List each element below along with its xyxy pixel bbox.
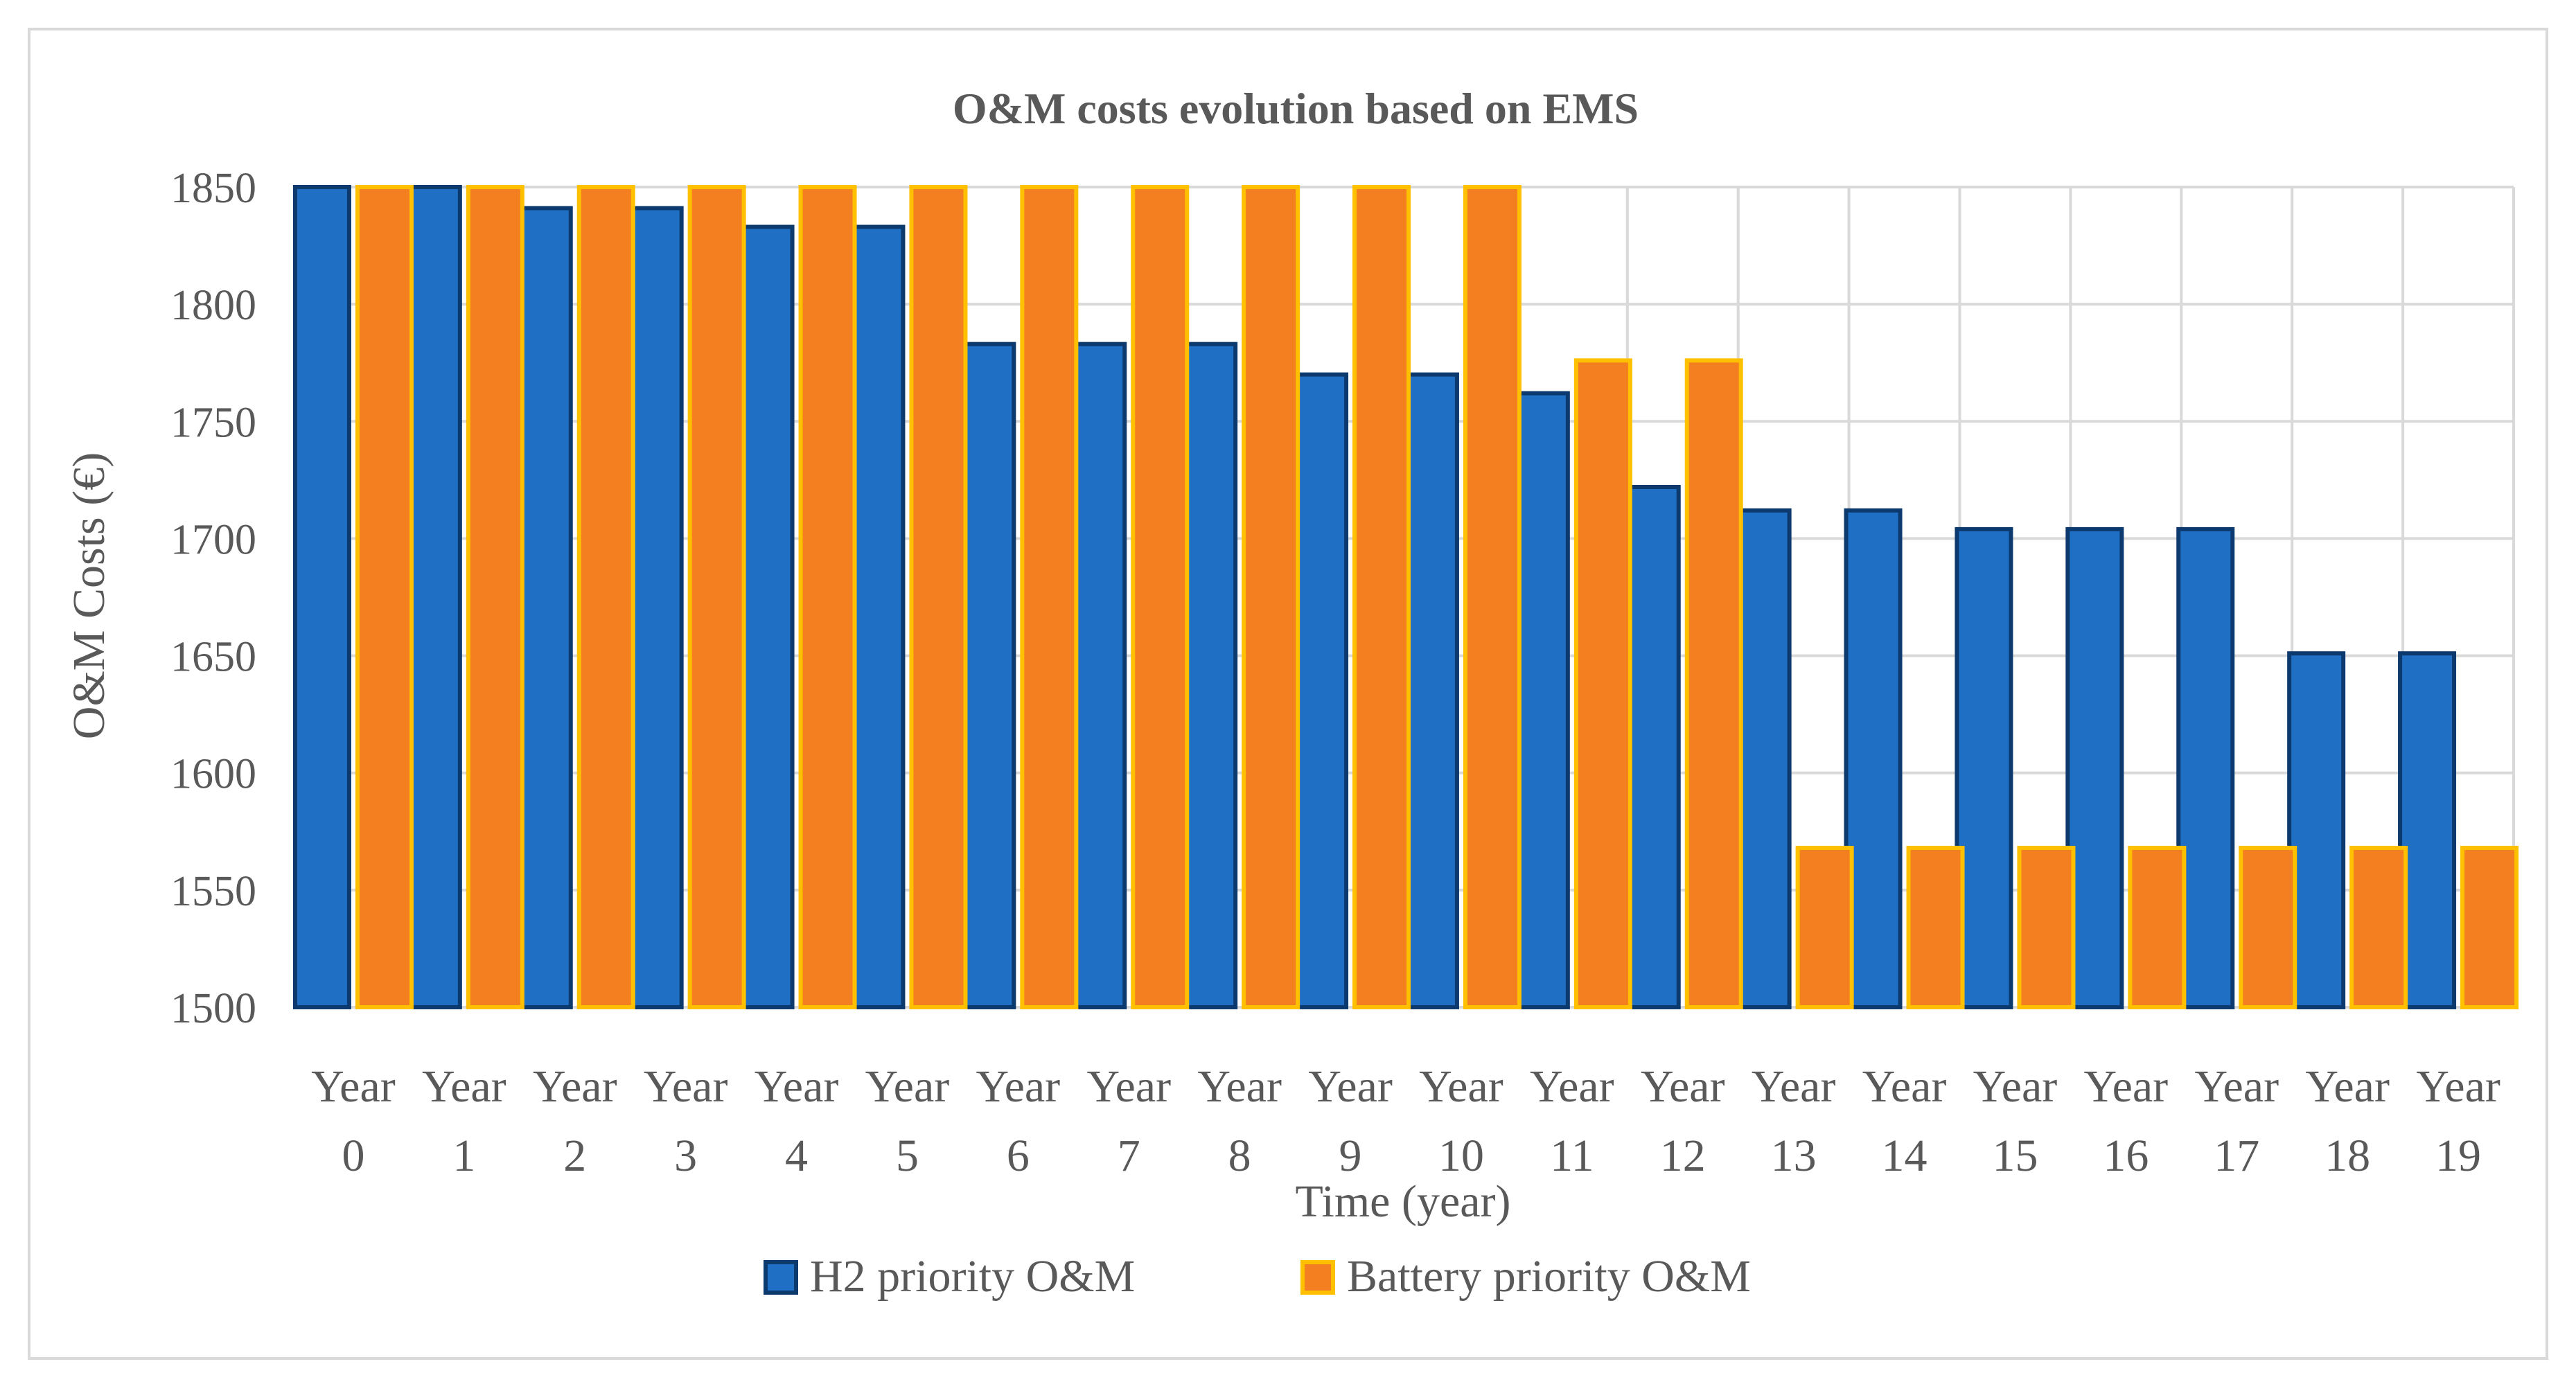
y-tick-label-3: 1650 (170, 634, 256, 681)
x-tick-label-16: Year 16 (2084, 1061, 2169, 1181)
x-tick-label-4: Year 4 (755, 1061, 839, 1181)
bar-series1-12 (1684, 358, 1743, 1009)
bar-series0-18 (2287, 651, 2346, 1010)
x-tick-label-8: Year 8 (1197, 1061, 1282, 1181)
bar-series0-5 (847, 224, 906, 1010)
bar-series1-1 (466, 185, 524, 1009)
bar-series1-9 (1352, 185, 1411, 1009)
bar-series0-10 (1400, 372, 1459, 1009)
x-axis-label: Time (year) (1296, 1176, 1511, 1227)
legend-label-0: H2 priority O&M (810, 1251, 1135, 1302)
bar-series0-6 (958, 342, 1016, 1009)
bar-series0-3 (625, 206, 684, 1010)
y-tick-label-5: 1750 (170, 399, 256, 446)
bar-series0-15 (1955, 526, 2013, 1009)
bar-series0-19 (2398, 651, 2457, 1010)
x-tick-label-1: Year 1 (422, 1061, 506, 1181)
bar-series0-8 (1179, 342, 1238, 1009)
y-tick-label-6: 1800 (170, 282, 256, 329)
legend: H2 priority O&M Battery priority O&M (764, 1251, 1751, 1302)
bar-series0-12 (1622, 485, 1681, 1009)
bar-series1-19 (2460, 845, 2519, 1009)
legend-swatch-0 (764, 1260, 798, 1295)
x-tick-label-13: Year 13 (1752, 1061, 1836, 1181)
x-tick-label-18: Year 18 (2305, 1061, 2390, 1181)
bar-series1-13 (1795, 845, 1854, 1009)
bar-series0-4 (736, 224, 795, 1010)
bar-series1-14 (1906, 845, 1965, 1009)
bar-series0-16 (2065, 526, 2124, 1009)
bar-series1-7 (1131, 185, 1190, 1009)
x-tick-label-2: Year 2 (533, 1061, 617, 1181)
bar-series0-17 (2176, 526, 2235, 1009)
x-tick-label-10: Year 10 (1419, 1061, 1503, 1181)
x-tick-label-5: Year 5 (865, 1061, 950, 1181)
x-tick-label-3: Year 3 (644, 1061, 728, 1181)
x-tick-label-12: Year 12 (1641, 1061, 1725, 1181)
legend-label-1: Battery priority O&M (1347, 1251, 1751, 1302)
x-tick-label-17: Year 17 (2194, 1061, 2279, 1181)
bar-series1-4 (798, 185, 857, 1009)
bar-series1-5 (909, 185, 968, 1009)
x-tick-label-19: Year 19 (2416, 1061, 2500, 1181)
bar-series1-2 (576, 185, 635, 1009)
y-axis-label: O&M Costs (€) (64, 452, 114, 739)
bar-series1-18 (2349, 845, 2408, 1009)
bar-series1-10 (1463, 185, 1521, 1009)
bar-series0-0 (292, 185, 351, 1009)
chart-title: O&M costs evolution based on EMS (953, 84, 1639, 133)
y-tick-label-2: 1600 (170, 751, 256, 798)
bar-series1-0 (355, 185, 414, 1009)
bar-series1-11 (1573, 358, 1632, 1009)
y-axis-tick-labels: 1500 1550 1600 1650 1700 1750 1800 1850 (170, 165, 256, 1032)
y-tick-label-4: 1700 (170, 516, 256, 563)
x-tick-label-0: Year 0 (311, 1061, 396, 1181)
x-tick-label-11: Year 11 (1530, 1061, 1614, 1181)
x-tick-label-15: Year 15 (1973, 1061, 2058, 1181)
bar-series1-6 (1020, 185, 1079, 1009)
bars (292, 185, 2519, 1010)
x-tick-label-9: Year 9 (1308, 1061, 1393, 1181)
bar-series0-9 (1290, 372, 1349, 1009)
bar-series1-15 (2017, 845, 2076, 1009)
bar-series0-14 (1844, 508, 1903, 1009)
legend-swatch-1 (1300, 1260, 1335, 1295)
x-axis-tick-labels: Year 0 Year 1 Year 2 Year 3 Year 4 Year 5 Year 6 Year 7… (311, 1061, 2500, 1181)
y-tick-label-1: 1550 (170, 868, 256, 915)
bar-series0-7 (1068, 342, 1127, 1009)
x-tick-label-7: Year 7 (1086, 1061, 1171, 1181)
x-tick-label-6: Year 6 (976, 1061, 1061, 1181)
bar-series0-13 (1733, 508, 1792, 1009)
bar-series1-3 (687, 185, 746, 1009)
y-tick-label-7: 1850 (170, 165, 256, 212)
x-tick-label-14: Year 14 (1862, 1061, 1947, 1181)
y-tick-label-0: 1500 (170, 985, 256, 1032)
bar-series0-1 (403, 185, 462, 1009)
bar-series1-8 (1242, 185, 1300, 1009)
bar-series1-17 (2239, 845, 2297, 1009)
bar-series0-11 (1511, 391, 1570, 1009)
bar-series1-16 (2128, 845, 2187, 1009)
bar-series0-2 (514, 206, 573, 1010)
